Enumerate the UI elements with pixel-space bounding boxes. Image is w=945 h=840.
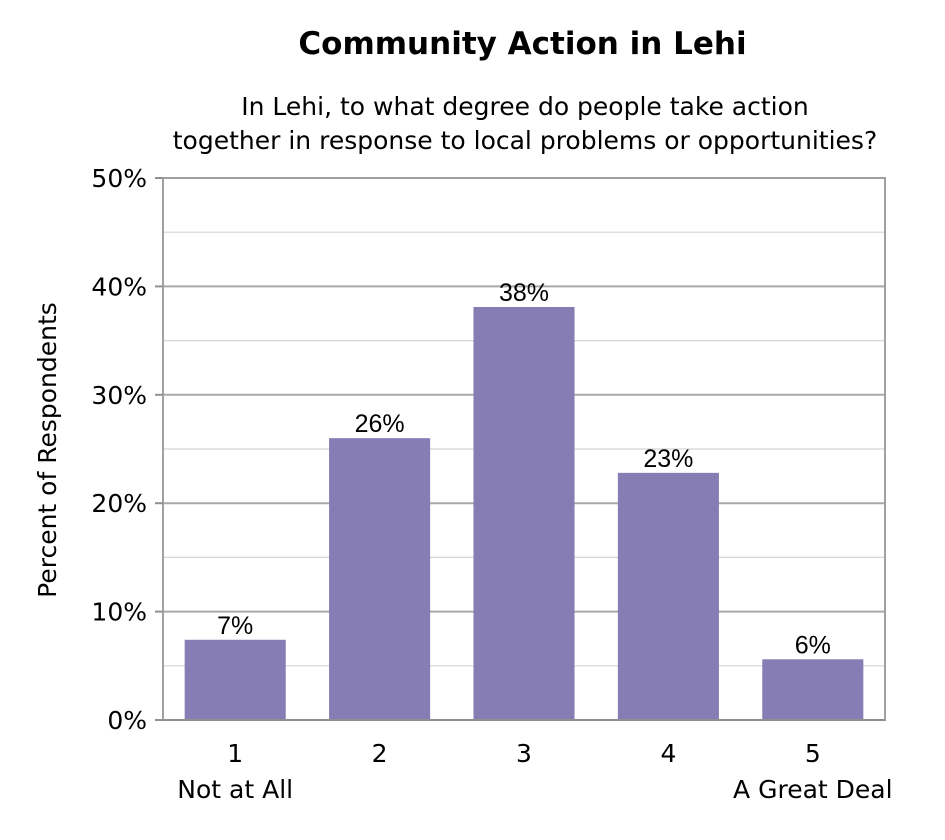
y-tick-label: 10% — [91, 598, 147, 627]
x-category-sublabel: Not at All — [177, 775, 293, 804]
bar — [473, 306, 575, 720]
x-tick-label: 3 — [516, 739, 532, 768]
x-category-sublabel: A Great Deal — [733, 775, 893, 804]
chart-subtitle: In Lehi, to what degree do people take a… — [100, 90, 945, 158]
data-label: 7% — [217, 612, 253, 640]
bar — [184, 639, 286, 720]
data-label: 38% — [499, 279, 549, 307]
x-tick-label: 2 — [372, 739, 388, 768]
subtitle-line: together in response to local problems o… — [172, 126, 878, 155]
y-axis-label: Percent of Respondents — [33, 302, 62, 598]
x-tick-label: 1 — [227, 739, 243, 768]
y-tick-label: 0% — [107, 706, 147, 735]
bar — [762, 659, 864, 720]
y-tick-label: 30% — [91, 381, 147, 410]
data-label: 23% — [643, 445, 693, 473]
data-label: 6% — [795, 631, 831, 659]
y-tick-label: 40% — [91, 272, 147, 301]
subtitle-line: In Lehi, to what degree do people take a… — [241, 92, 809, 121]
bar — [329, 438, 431, 720]
chart-title: Community Action in Lehi — [298, 26, 747, 62]
bar — [617, 472, 719, 720]
x-tick-label: 4 — [660, 739, 676, 768]
data-label: 26% — [355, 410, 405, 438]
x-tick-label: 5 — [805, 739, 821, 768]
y-tick-label: 50% — [91, 164, 147, 193]
y-tick-label: 20% — [91, 489, 147, 518]
